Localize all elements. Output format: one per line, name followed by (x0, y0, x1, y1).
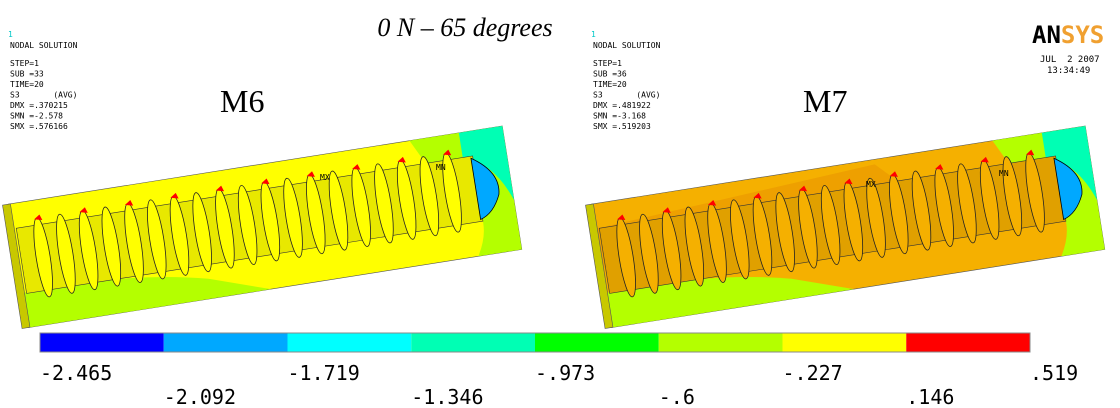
max-marker: MX (320, 173, 330, 182)
legend-label: -2.465 (40, 361, 112, 385)
window-number: 1 (591, 30, 596, 39)
logo-part: AN (1032, 21, 1061, 49)
date: JUL 2 2007 (1040, 55, 1100, 65)
window-number: 1 (8, 30, 13, 39)
info-line: SUB =36 (593, 70, 627, 79)
legend-label: -.227 (783, 361, 843, 385)
info-line: STEP=1 (10, 59, 39, 68)
legend-label: -.6 (659, 385, 695, 408)
model (2, 126, 521, 329)
legend-label: -2.092 (164, 385, 236, 408)
logo-part: SYS (1061, 21, 1104, 49)
legend-band (783, 333, 907, 352)
min-marker: MN (999, 169, 1009, 178)
info-line: SMX =.576166 (10, 122, 68, 131)
model-label: M7 (803, 83, 847, 119)
legend-band (164, 333, 288, 352)
info-line: DMX =.481922 (593, 101, 651, 110)
legend-band (659, 333, 783, 352)
title: 0 N – 65 degrees (377, 13, 552, 42)
heading: NODAL SOLUTION (593, 41, 661, 50)
info-line: SMX =.519203 (593, 122, 651, 131)
legend-label: -.973 (535, 361, 595, 385)
info-line: TIME=20 (593, 80, 627, 89)
info-line: SMN =-3.168 (593, 112, 646, 121)
info-line: TIME=20 (10, 80, 44, 89)
legend-band (535, 333, 659, 352)
max-marker: MX (866, 180, 876, 189)
min-marker: MN (436, 163, 446, 172)
time: 13:34:49 (1047, 66, 1090, 76)
info-line: S3 (AVG) (10, 91, 77, 100)
legend-label: .146 (906, 385, 954, 408)
legend-band (906, 333, 1030, 352)
legend-band (288, 333, 412, 352)
model (585, 126, 1104, 329)
info-line: S3 (AVG) (593, 91, 660, 100)
legend-band (40, 333, 164, 352)
heading: NODAL SOLUTION (10, 41, 78, 50)
screenshot: 0 N – 65 degrees ANSYS JUL 2 2007 13:34:… (0, 0, 1120, 408)
info-line: SMN =-2.578 (10, 112, 63, 121)
legend-label: .519 (1030, 361, 1078, 385)
legend-label: -1.346 (411, 385, 483, 408)
info-line: STEP=1 (593, 59, 622, 68)
model-label: M6 (220, 83, 264, 119)
info-line: DMX =.370215 (10, 101, 68, 110)
legend-band (411, 333, 535, 352)
legend-label: -1.719 (288, 361, 360, 385)
logo: ANSYS (1032, 21, 1104, 49)
info-line: SUB =33 (10, 70, 44, 79)
